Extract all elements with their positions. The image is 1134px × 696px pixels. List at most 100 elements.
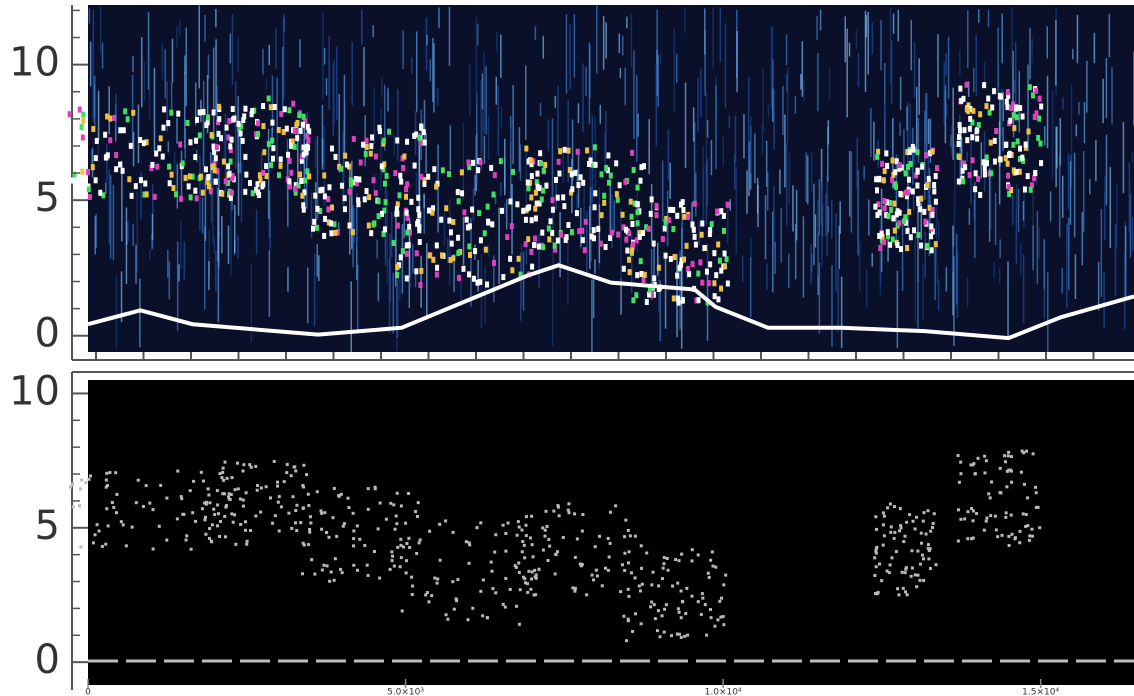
signal-streak [217, 231, 220, 268]
feature-pixel [541, 526, 545, 530]
feature-pixel [249, 465, 253, 469]
feature-pixel [537, 567, 541, 571]
feature-pixel [888, 502, 892, 506]
cloud-pixel [101, 192, 106, 199]
feature-pixel [976, 456, 980, 460]
feature-pixel [677, 559, 681, 563]
signal-streak [470, 218, 472, 307]
signal-streak [754, 133, 756, 184]
feature-pixel [696, 553, 700, 557]
feature-pixel [378, 501, 382, 505]
signal-streak [415, 171, 418, 197]
cloud-pixel [419, 124, 424, 131]
cloud-pixel [620, 211, 625, 218]
cloud-pixel [562, 146, 567, 153]
cloud-pixel [303, 118, 308, 125]
signal-streak [522, 251, 525, 311]
cloud-pixel [98, 189, 103, 196]
feature-pixel [390, 559, 394, 563]
cloud-pixel [91, 126, 96, 133]
cloud-pixel [893, 169, 898, 176]
cloud-pixel [1017, 156, 1022, 163]
cloud-pixel [141, 140, 146, 147]
signal-streak [429, 59, 432, 82]
signal-streak [816, 15, 818, 40]
feature-pixel [175, 517, 179, 521]
feature-pixel [520, 550, 524, 554]
cloud-pixel [366, 222, 371, 229]
signal-streak [267, 128, 270, 219]
cloud-pixel [964, 106, 969, 113]
cloud-pixel [356, 201, 361, 208]
cloud-pixel [261, 170, 266, 177]
signal-streak [661, 160, 664, 222]
cloud-pixel [417, 134, 422, 141]
cloud-pixel [638, 258, 643, 265]
signal-streak [826, 175, 828, 257]
cloud-pixel [82, 184, 87, 191]
signal-streak [706, 158, 709, 206]
signal-streak [990, 163, 992, 230]
feature-pixel [690, 594, 694, 598]
cloud-pixel [485, 203, 490, 210]
cloud-pixel [467, 252, 472, 259]
cloud-pixel [138, 177, 143, 184]
cloud-pixel [908, 160, 913, 167]
feature-pixel [494, 591, 498, 595]
cloud-pixel [322, 172, 327, 179]
cloud-pixel [905, 245, 910, 252]
cloud-pixel [322, 232, 327, 239]
signal-streak [332, 63, 335, 137]
signal-streak [176, 241, 179, 331]
feature-pixel [514, 604, 518, 608]
signal-streak [1011, 186, 1014, 226]
feature-pixel [416, 501, 420, 505]
cloud-pixel [178, 141, 183, 148]
feature-pixel [531, 555, 535, 559]
cloud-pixel [320, 186, 325, 193]
cloud-pixel [641, 230, 646, 237]
signal-streak [275, 28, 277, 70]
feature-pixel [534, 573, 538, 577]
cloud-pixel [217, 116, 222, 123]
cloud-pixel [394, 206, 399, 213]
signal-streak [785, 34, 788, 66]
feature-pixel [527, 569, 531, 573]
signal-streak [208, 229, 210, 275]
signal-streak [316, 244, 318, 277]
signal-streak [864, 10, 867, 92]
signal-streak [589, 187, 592, 230]
signal-streak [168, 261, 171, 300]
cloud-pixel [435, 264, 440, 271]
signal-streak [772, 211, 774, 293]
signal-streak [920, 202, 923, 240]
signal-streak [994, 192, 997, 246]
feature-pixel [966, 510, 970, 514]
cloud-pixel [919, 195, 924, 202]
cloud-pixel [276, 126, 281, 133]
feature-pixel [608, 510, 612, 514]
cloud-pixel [573, 169, 578, 176]
feature-pixel [645, 551, 649, 555]
feature-pixel [407, 492, 411, 496]
feature-pixel [722, 583, 726, 587]
signal-streak [353, 208, 355, 243]
cloud-pixel [371, 177, 376, 184]
cloud-pixel [205, 119, 210, 126]
feature-pixel [513, 564, 517, 568]
cloud-pixel [167, 180, 172, 187]
feature-pixel [185, 534, 189, 538]
feature-pixel [1026, 496, 1030, 500]
cloud-pixel [448, 229, 453, 236]
signal-streak [218, 170, 220, 238]
cloud-pixel [154, 150, 159, 157]
feature-pixel [530, 514, 534, 518]
feature-pixel [340, 571, 344, 575]
cloud-pixel [518, 271, 523, 278]
signal-streak [391, 211, 393, 258]
cloud-pixel [635, 209, 640, 216]
signal-streak [383, 84, 386, 151]
signal-streak [127, 220, 130, 241]
cloud-pixel [914, 172, 919, 179]
signal-streak [848, 42, 851, 57]
